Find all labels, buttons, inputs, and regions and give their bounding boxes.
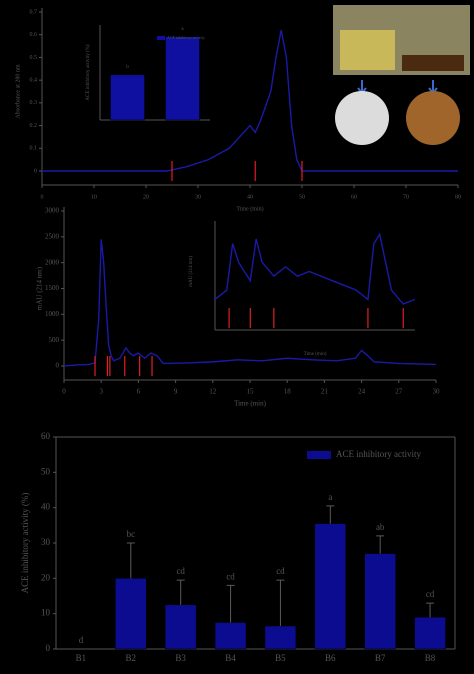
bar (165, 36, 200, 121)
y-tick-label: 3000 (45, 207, 60, 215)
y-axis-label: ACE inhibitory activity (%) (20, 493, 30, 594)
bar (164, 604, 197, 650)
bar (115, 578, 147, 650)
trace (63, 239, 437, 367)
x-tick-label: 70 (403, 194, 409, 200)
x-tick-label: 80 (455, 194, 461, 200)
x-tick-label: 12 (209, 388, 217, 396)
y-tick-label: 0.5 (30, 55, 38, 61)
x-tick-label: B2 (126, 653, 137, 663)
y-tick-label: 20 (41, 572, 51, 582)
legend-swatch (307, 451, 331, 459)
x-tick-label: 0 (41, 194, 44, 200)
x-tick-label: 40 (247, 194, 253, 200)
x-tick-label: B7 (375, 653, 386, 663)
white-powder (335, 91, 389, 145)
trace (214, 232, 416, 305)
beaker-liquid (340, 30, 395, 70)
y-tick-label: 0.1 (30, 146, 38, 152)
x-tick-label: 0 (62, 388, 66, 396)
y-tick-label: 1500 (45, 284, 60, 292)
x-axis-label: Time (min) (234, 400, 266, 408)
y-tick-label: 500 (49, 336, 60, 344)
x-tick-label: 20 (143, 194, 149, 200)
y-tick-label: 0.2 (30, 123, 38, 129)
x-tick-label: B3 (175, 653, 186, 663)
x-tick-label: B5 (275, 653, 286, 663)
y-tick-label: 2500 (45, 232, 60, 240)
error-bar (126, 542, 135, 579)
y-tick-label: 0.4 (30, 78, 38, 84)
beaker-liquid (402, 55, 464, 71)
photos (333, 5, 470, 145)
legend-label: ACE inhibitory activity (167, 35, 205, 40)
x-axis-label: Time (min) (304, 352, 327, 357)
y-axis-label: mAU (214 nm) (189, 256, 194, 287)
legend-label: ACE inhibitory activity (336, 449, 421, 459)
bar (364, 553, 396, 650)
significance-letter: d (79, 635, 84, 645)
y-tick-label: 0 (56, 362, 60, 370)
trace (42, 30, 458, 172)
significance-letter: ab (376, 522, 385, 532)
significance-letter: cd (426, 589, 435, 599)
arrow (357, 80, 438, 95)
y-tick-label: 30 (41, 537, 51, 547)
x-tick-label: B8 (425, 653, 436, 663)
y-tick-label: 0.7 (30, 9, 38, 15)
significance-letter: bc (127, 529, 136, 539)
x-tick-label: 3 (99, 388, 103, 396)
x-tick-label: B6 (325, 653, 336, 663)
error-bar (326, 505, 335, 524)
y-tick-label: 2000 (45, 258, 60, 266)
bar (214, 622, 247, 650)
x-tick-label: 10 (91, 194, 97, 200)
y-tick-label: 0.3 (30, 100, 38, 106)
x-tick-label: 21 (321, 388, 329, 396)
significance-letter: b (126, 65, 129, 70)
x-tick-label: 30 (433, 388, 441, 396)
y-tick-label: 50 (41, 466, 51, 476)
x-tick-label: 60 (351, 194, 357, 200)
significance-letter: cd (176, 566, 185, 576)
y-tick-label: 0 (46, 643, 51, 653)
error-bar (426, 602, 435, 618)
y-tick-label: 0.6 (30, 32, 38, 38)
y-axis-label: mAU (214 nm) (36, 266, 44, 310)
brown-powder (406, 91, 460, 145)
y-tick-label: 1000 (45, 310, 60, 318)
x-tick-label: 50 (299, 194, 305, 200)
x-axis-label: Time (min) (236, 205, 263, 212)
bar (264, 625, 297, 650)
bar (110, 74, 145, 121)
significance-letter: a (328, 492, 332, 502)
x-tick-label: 15 (247, 388, 255, 396)
bar (314, 523, 347, 650)
error-bar (176, 579, 185, 605)
y-axis-label: Absorbance at 280 nm (15, 64, 21, 118)
x-tick-label: B1 (76, 653, 87, 663)
error-bar (276, 579, 285, 627)
y-tick-label: 0 (34, 168, 37, 174)
significance-letter: a (181, 27, 184, 32)
y-tick-label: 40 (41, 502, 51, 512)
error-bar (376, 535, 385, 554)
x-tick-label: 18 (284, 388, 292, 396)
x-tick-label: 27 (395, 388, 403, 396)
legend-swatch (157, 36, 165, 40)
y-axis-label: ACE inhibitory activity (%) (86, 44, 91, 100)
significance-letter: cd (276, 566, 285, 576)
x-tick-label: 6 (137, 388, 141, 396)
x-tick-label: B4 (225, 653, 236, 663)
x-tick-label: 24 (358, 388, 366, 396)
bar (414, 616, 446, 650)
y-tick-label: 10 (41, 608, 51, 618)
y-tick-label: 60 (41, 431, 51, 441)
significance-letter: cd (226, 571, 235, 581)
error-bar (226, 584, 235, 623)
x-tick-label: 30 (195, 194, 201, 200)
x-tick-label: 9 (174, 388, 178, 396)
